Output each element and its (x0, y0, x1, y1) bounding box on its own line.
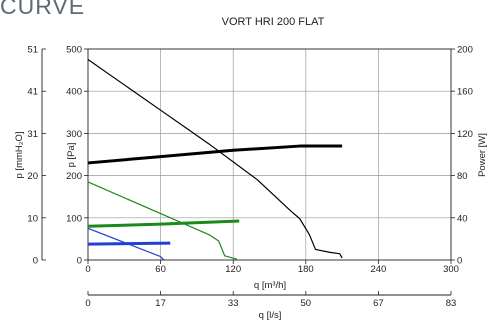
y-outer-tick-label: 31 (27, 129, 38, 140)
x2-tick-label: 33 (228, 298, 239, 309)
y-outer-axis-label: p [mmH₂O] (14, 132, 25, 179)
y-tick-label: 300 (66, 129, 82, 140)
y-outer-tick-label: 51 (27, 45, 38, 56)
x-tick-label: 180 (298, 264, 314, 275)
x-axis-label: q [m³/h] (254, 280, 286, 291)
power-curve-1 (87, 144, 343, 165)
x2-tick-label: 83 (446, 298, 457, 309)
y-tick-label: 200 (66, 171, 82, 182)
grid (88, 49, 451, 260)
plot-frame (87, 48, 452, 261)
y-outer-tick-label: 0 (33, 256, 38, 267)
y-outer-tick-label: 10 (27, 213, 38, 224)
x-tick-label: 300 (443, 264, 459, 275)
x-tick-label: 120 (225, 264, 241, 275)
pressure-curve-2 (87, 181, 237, 260)
x2-tick-label: 17 (155, 298, 166, 309)
y-tick-label: 400 (66, 87, 82, 98)
y2-tick-label: 80 (457, 171, 468, 182)
x2-tick-label: 67 (373, 298, 384, 309)
x2-tick-label: 50 (301, 298, 312, 309)
y-axis-label: p [Pa] (66, 143, 77, 168)
y2-tick-label: 160 (457, 87, 473, 98)
y2-tick-label: 200 (457, 45, 473, 56)
power-curve-5 (87, 241, 171, 246)
y-outer-tick-label: 41 (27, 87, 38, 98)
y-tick-label: 0 (77, 256, 82, 267)
y2-tick-label: 120 (457, 129, 473, 140)
x2-tick-label: 0 (85, 298, 90, 309)
x2-axis-label: q [l/s] (259, 310, 282, 320)
pressure-curve-0 (87, 59, 343, 259)
page-heading: CURVE (0, 0, 85, 19)
chart-title: VORT HRI 200 FLAT (222, 16, 325, 28)
y-tick-label: 100 (66, 213, 82, 224)
y-tick-label: 500 (66, 45, 82, 56)
x-tick-label: 0 (85, 264, 90, 275)
x-tick-label: 60 (155, 264, 166, 275)
x-tick-label: 240 (370, 264, 386, 275)
power-curve-3 (87, 219, 240, 228)
y2-tick-label: 40 (457, 213, 468, 224)
y2-tick-label: 0 (457, 256, 462, 267)
series (87, 59, 343, 261)
y-outer-tick-label: 20 (27, 171, 38, 182)
y2-axis-label: Power [W] (477, 133, 488, 177)
